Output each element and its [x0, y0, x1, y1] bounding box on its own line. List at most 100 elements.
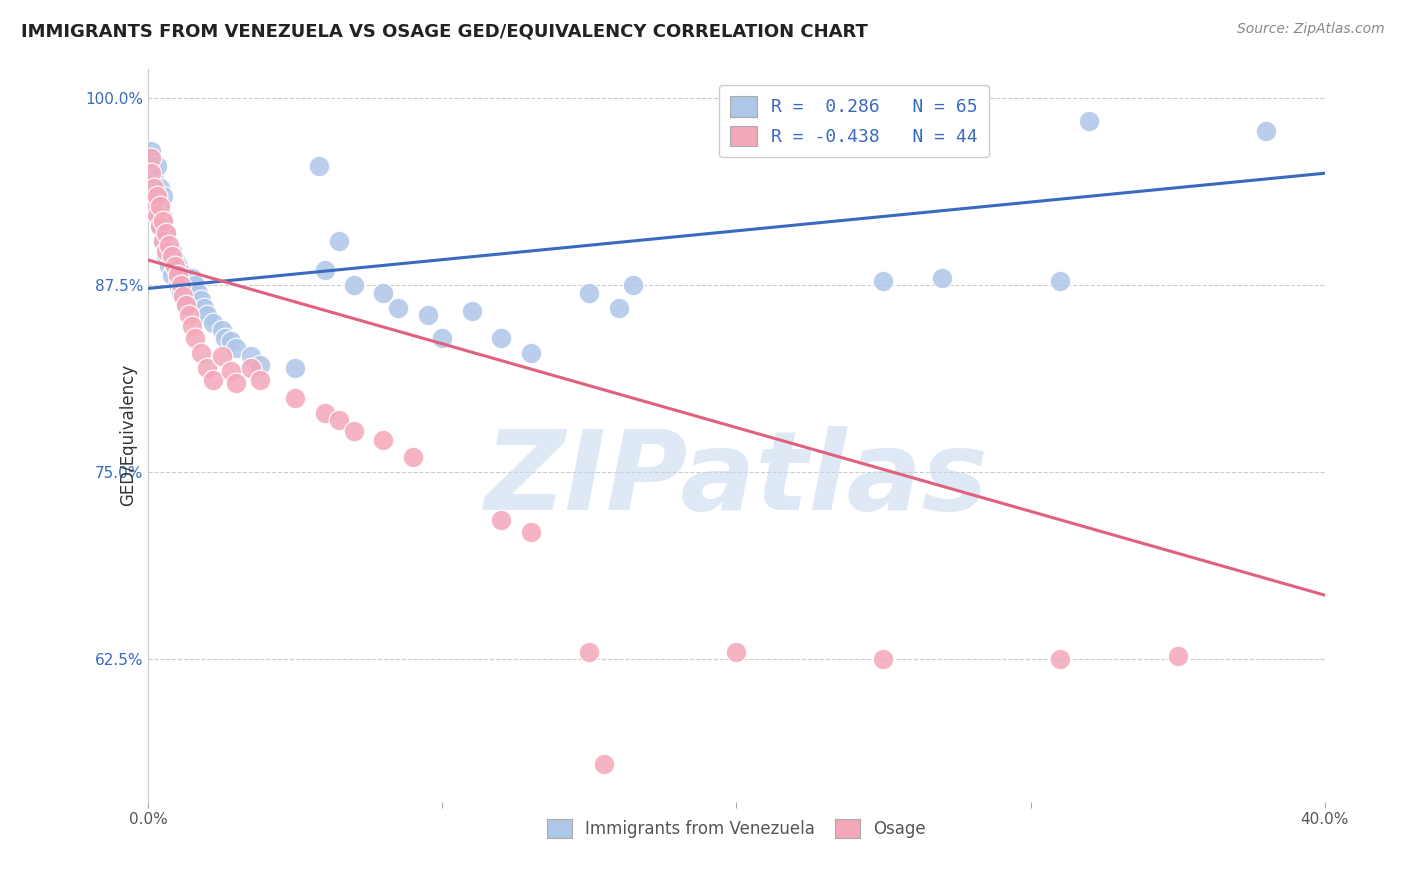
Point: [211, 349, 233, 363]
Point: [578, 645, 600, 659]
Point: [328, 413, 350, 427]
Point: [152, 214, 174, 228]
Point: [195, 309, 218, 323]
Point: [314, 406, 336, 420]
Point: [143, 181, 166, 195]
Point: [172, 289, 194, 303]
Point: [155, 248, 177, 262]
Point: [149, 196, 172, 211]
Text: ZIPatlas: ZIPatlas: [485, 425, 988, 533]
Point: [519, 345, 541, 359]
Point: [214, 331, 236, 345]
Point: [184, 331, 207, 345]
Point: [240, 360, 263, 375]
Point: [149, 219, 172, 233]
Point: [181, 318, 204, 333]
Point: [211, 323, 233, 337]
Point: [146, 188, 169, 202]
Point: [373, 433, 395, 447]
Point: [146, 181, 169, 195]
Point: [143, 188, 166, 202]
Point: [157, 259, 180, 273]
Point: [146, 203, 169, 218]
Point: [166, 278, 188, 293]
Point: [187, 285, 209, 300]
Point: [184, 278, 207, 293]
Point: [160, 268, 183, 282]
Point: [201, 316, 224, 330]
Point: [166, 268, 188, 282]
Point: [179, 309, 201, 323]
Point: [607, 301, 630, 315]
Point: [593, 757, 616, 772]
Point: [284, 391, 307, 405]
Point: [149, 219, 172, 233]
Point: [489, 331, 512, 345]
Point: [172, 274, 194, 288]
Point: [169, 285, 191, 300]
Point: [146, 208, 169, 222]
Point: [152, 234, 174, 248]
Point: [176, 298, 198, 312]
Point: [195, 360, 218, 375]
Point: [578, 285, 600, 300]
Point: [314, 263, 336, 277]
Point: [149, 199, 172, 213]
Point: [179, 283, 201, 297]
Point: [249, 358, 271, 372]
Point: [373, 285, 395, 300]
Text: IMMIGRANTS FROM VENEZUELA VS OSAGE GED/EQUIVALENCY CORRELATION CHART: IMMIGRANTS FROM VENEZUELA VS OSAGE GED/E…: [21, 22, 868, 40]
Point: [201, 373, 224, 387]
Point: [152, 188, 174, 202]
Point: [143, 196, 166, 211]
Point: [152, 234, 174, 248]
Point: [143, 166, 166, 180]
Point: [163, 259, 186, 273]
Point: [1078, 114, 1101, 128]
Point: [166, 259, 188, 273]
Point: [308, 159, 330, 173]
Point: [1254, 124, 1277, 138]
Point: [1049, 652, 1071, 666]
Point: [343, 424, 366, 438]
Point: [219, 364, 242, 378]
Point: [157, 241, 180, 255]
Point: [240, 349, 263, 363]
Point: [623, 278, 645, 293]
Point: [343, 278, 366, 293]
Point: [432, 331, 454, 345]
Point: [387, 301, 409, 315]
Point: [160, 244, 183, 258]
Point: [190, 293, 212, 308]
Point: [519, 525, 541, 540]
Point: [219, 334, 242, 348]
Point: [176, 298, 198, 312]
Point: [190, 345, 212, 359]
Point: [160, 248, 183, 262]
Point: [181, 289, 204, 303]
Point: [225, 341, 247, 355]
Point: [1049, 274, 1071, 288]
Point: [460, 304, 482, 318]
Point: [139, 174, 162, 188]
Point: [139, 144, 162, 158]
Point: [249, 373, 271, 387]
Point: [139, 166, 162, 180]
Point: [402, 450, 425, 465]
Point: [163, 252, 186, 267]
Text: Source: ZipAtlas.com: Source: ZipAtlas.com: [1237, 22, 1385, 37]
Point: [146, 159, 169, 173]
Legend: Immigrants from Venezuela, Osage: Immigrants from Venezuela, Osage: [540, 812, 932, 845]
Point: [193, 301, 215, 315]
Point: [1167, 649, 1189, 664]
Point: [489, 513, 512, 527]
Point: [157, 238, 180, 252]
Point: [152, 211, 174, 226]
Point: [176, 278, 198, 293]
Point: [155, 226, 177, 240]
Y-axis label: GED/Equivalency: GED/Equivalency: [120, 364, 136, 506]
Point: [328, 234, 350, 248]
Point: [155, 244, 177, 258]
Point: [931, 271, 953, 285]
Point: [139, 151, 162, 165]
